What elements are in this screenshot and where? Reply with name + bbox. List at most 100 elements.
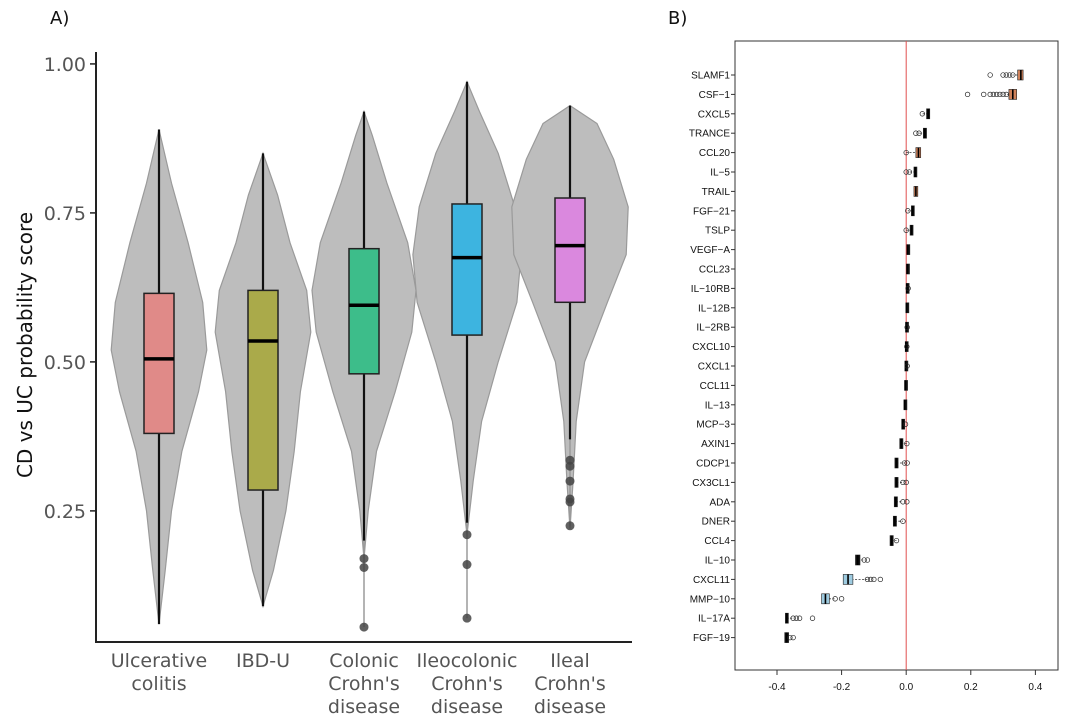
feature-row: AXIN1 bbox=[701, 438, 910, 450]
feature-row: CCL11 bbox=[700, 380, 908, 392]
category-label: Crohn's bbox=[431, 673, 503, 695]
feature-label: IL−10 bbox=[705, 556, 731, 567]
outlier-point bbox=[790, 634, 796, 641]
feature-label: IL−10RB bbox=[691, 284, 731, 295]
feature-label: FGF−21 bbox=[693, 206, 730, 217]
feature-row: TRAIL bbox=[702, 186, 919, 198]
feature-label: CXCL11 bbox=[693, 575, 730, 586]
x-tick-label: -0.4 bbox=[768, 682, 786, 693]
outlier-point bbox=[1003, 91, 1009, 98]
feature-row: CCL20 bbox=[699, 147, 922, 159]
feature-row: CXCL5 bbox=[698, 108, 931, 120]
x-tick-label: 0.2 bbox=[964, 682, 978, 693]
feature-row: TSLP bbox=[705, 224, 914, 237]
outlier-point bbox=[987, 91, 993, 98]
outlier-point bbox=[462, 560, 472, 570]
feature-row: IL−13 bbox=[705, 399, 908, 411]
feature-row: CX3CL1 bbox=[692, 477, 909, 489]
y-tick-label: 0.75 bbox=[44, 203, 86, 225]
panel-a-label: A) bbox=[50, 8, 69, 29]
outlier-point bbox=[903, 149, 909, 156]
outlier-point bbox=[997, 91, 1003, 98]
feature-row: SLAMF1 bbox=[691, 69, 1024, 82]
feature-label: CX3CL1 bbox=[692, 478, 730, 489]
outlier-point bbox=[793, 615, 800, 621]
outlier-point bbox=[877, 576, 883, 583]
outlier-point bbox=[462, 530, 472, 540]
feature-label: SLAMF1 bbox=[691, 71, 730, 82]
feature-label: MMP−10 bbox=[690, 594, 731, 605]
outlier-point bbox=[905, 208, 911, 214]
iqr-box-4 bbox=[554, 197, 586, 304]
outlier-point bbox=[900, 518, 906, 524]
outlier-point bbox=[1006, 72, 1013, 78]
feature-label: IL−17A bbox=[698, 614, 730, 625]
outlier-point bbox=[916, 130, 922, 136]
category-label: disease bbox=[534, 696, 606, 718]
outlier-point bbox=[809, 615, 816, 621]
outlier-point bbox=[913, 130, 919, 136]
feature-label: IL−13 bbox=[705, 400, 731, 411]
category-label: disease bbox=[431, 696, 503, 718]
feature-row: CCL4 bbox=[704, 535, 900, 547]
feature-label: CXCL5 bbox=[698, 109, 731, 120]
outlier-point bbox=[565, 497, 575, 507]
iqr-box-3 bbox=[451, 203, 483, 336]
outlier-point bbox=[993, 91, 1000, 98]
iqr-box-2 bbox=[348, 247, 380, 375]
outlier-point bbox=[904, 460, 910, 466]
outlier-point bbox=[462, 613, 472, 623]
panel-b-label: B) bbox=[668, 8, 687, 29]
feature-label: IL−12B bbox=[698, 303, 730, 314]
outlier-point bbox=[871, 576, 877, 583]
feature-row: TRANCE bbox=[689, 127, 927, 140]
outlier-point bbox=[904, 499, 910, 505]
feature-label: CCL20 bbox=[699, 148, 731, 159]
y-tick-label: 0.25 bbox=[44, 501, 86, 523]
iqr-box-0 bbox=[143, 292, 175, 435]
feature-label: CDCP1 bbox=[696, 459, 730, 470]
category-label: Ileocolonic bbox=[417, 650, 518, 672]
outlier-point bbox=[901, 460, 908, 466]
feature-row: MMP−10 bbox=[690, 593, 845, 605]
feature-label: AXIN1 bbox=[701, 439, 730, 450]
feature-label: MCP−3 bbox=[696, 420, 730, 431]
category-label: colitis bbox=[131, 673, 186, 695]
feature-label: CCL23 bbox=[699, 265, 731, 276]
outlier-point bbox=[904, 324, 910, 330]
outlier-point bbox=[893, 537, 900, 544]
outlier-point bbox=[796, 615, 803, 621]
outlier-point bbox=[565, 476, 575, 486]
outlier-point bbox=[981, 91, 987, 98]
outlier-point bbox=[1003, 72, 1009, 78]
panel-a-y-ticks: 0.25 0.50 0.75 1.00 bbox=[44, 54, 96, 523]
category-label: Ileal bbox=[550, 650, 590, 672]
outlier-point bbox=[790, 615, 796, 621]
feature-row: MCP−3 bbox=[696, 418, 909, 431]
category-label: Crohn's bbox=[328, 673, 400, 695]
outlier-point bbox=[787, 634, 793, 641]
feature-row: CDCP1 bbox=[696, 457, 910, 470]
feature-label: ADA bbox=[709, 497, 730, 508]
feature-row: FGF−19 bbox=[693, 632, 796, 644]
feature-row: CCL23 bbox=[699, 263, 910, 276]
outlier-point bbox=[900, 479, 906, 486]
outlier-point bbox=[864, 557, 871, 563]
outlier-point bbox=[990, 91, 997, 98]
outlier-point bbox=[903, 169, 909, 175]
outlier-point bbox=[359, 554, 369, 564]
outlier-point bbox=[987, 72, 993, 78]
feature-label: TRANCE bbox=[689, 129, 730, 140]
outlier-point bbox=[904, 440, 910, 447]
outlier-point bbox=[565, 461, 575, 471]
feature-label: DNER bbox=[702, 517, 730, 528]
feature-row: CXCL11 bbox=[693, 574, 883, 586]
box-layer bbox=[143, 81, 586, 632]
feature-label: CCL11 bbox=[700, 381, 731, 392]
feature-label: FGF−19 bbox=[693, 633, 730, 644]
outlier-point bbox=[900, 499, 906, 505]
outlier-point bbox=[832, 596, 838, 602]
